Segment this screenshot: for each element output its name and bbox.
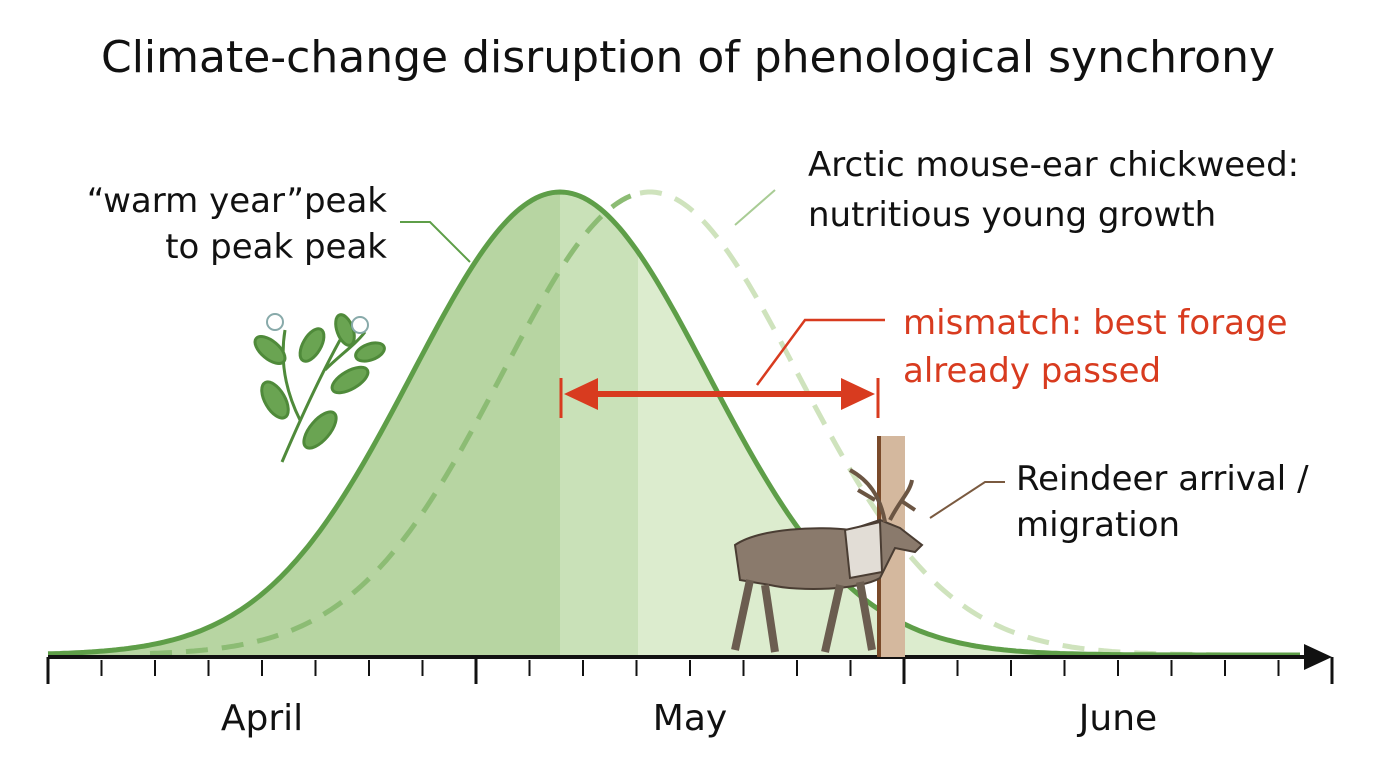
warm-curve — [47, 189, 1300, 658]
month-label: May — [653, 698, 727, 739]
annotation: Reindeer arrival / — [1016, 459, 1309, 499]
reindeer — [731, 468, 924, 653]
mismatch-arrow — [559, 378, 880, 418]
month-label: June — [1077, 698, 1157, 739]
annotation: Arctic mouse-ear chickweed: — [808, 145, 1299, 185]
leader-line — [734, 189, 776, 226]
annotation: mismatch: best forage — [903, 303, 1288, 343]
late-curve-overlap — [149, 191, 639, 656]
annotation: nutritious young growth — [808, 195, 1216, 235]
month-label: April — [221, 698, 303, 739]
annotation: “warm year”peak — [87, 181, 388, 221]
chickweed-plant — [253, 313, 386, 463]
title: Climate-change disruption of phenologica… — [101, 32, 1275, 83]
annotation: to peak peak — [165, 227, 387, 267]
leader-line — [400, 221, 471, 263]
late-curve — [639, 189, 1220, 658]
annotation: migration — [1016, 505, 1180, 545]
time-axis — [46, 644, 1334, 684]
leader-line — [755, 318, 885, 386]
leader-line — [929, 481, 1005, 519]
annotation: already passed — [903, 351, 1161, 391]
